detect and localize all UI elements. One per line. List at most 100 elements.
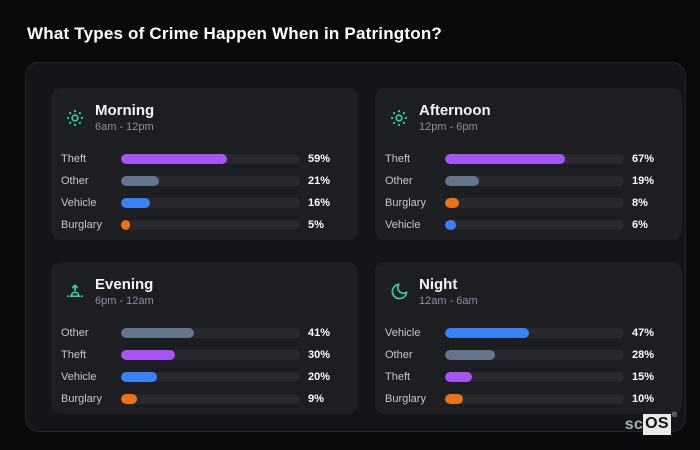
card-titles: Afternoon 12pm - 6pm bbox=[419, 102, 491, 133]
bar-fill bbox=[121, 372, 157, 383]
bar-fill bbox=[121, 198, 150, 209]
bar-list: Theft 59% Other 21% Vehicle 16% Burglary… bbox=[61, 148, 348, 236]
brand-suffix: OS bbox=[643, 414, 671, 435]
bar-label: Other bbox=[61, 327, 89, 340]
bar-fill bbox=[121, 154, 227, 165]
bar-track bbox=[445, 176, 624, 187]
bar-row: Vehicle 47% bbox=[385, 322, 672, 344]
bar-track bbox=[445, 328, 624, 339]
brand-logo: sc OS ® bbox=[624, 412, 677, 435]
bar-fill bbox=[445, 198, 460, 209]
bar-value: 10% bbox=[632, 393, 655, 406]
bar-value: 9% bbox=[308, 393, 324, 406]
bar-fill bbox=[121, 328, 195, 339]
bar-fill bbox=[121, 350, 175, 361]
bar-value: 28% bbox=[632, 349, 655, 362]
bar-track bbox=[121, 372, 300, 383]
bar-track bbox=[121, 350, 300, 361]
bar-track bbox=[445, 154, 624, 165]
bar-row: Other 19% bbox=[385, 170, 672, 192]
card-afternoon: Afternoon 12pm - 6pm Theft 67% Other 19%… bbox=[375, 88, 682, 240]
bar-fill bbox=[445, 350, 496, 361]
bar-label: Vehicle bbox=[385, 327, 421, 340]
bar-row: Vehicle 20% bbox=[61, 366, 348, 388]
card-time-range: 6am - 12pm bbox=[95, 121, 154, 134]
moon-icon bbox=[387, 280, 411, 304]
card-time-range: 6pm - 12am bbox=[95, 295, 154, 308]
bar-track bbox=[445, 198, 624, 209]
bar-label: Theft bbox=[385, 153, 411, 166]
bar-value: 19% bbox=[632, 175, 655, 188]
bar-value: 30% bbox=[308, 349, 331, 362]
bar-label: Theft bbox=[61, 349, 87, 362]
sun-icon bbox=[63, 106, 87, 130]
card-night: Night 12am - 6am Vehicle 47% Other 28% T… bbox=[375, 262, 682, 414]
bar-label: Burglary bbox=[61, 393, 102, 406]
bar-label: Vehicle bbox=[61, 197, 97, 210]
bar-row: Burglary 8% bbox=[385, 192, 672, 214]
bar-row: Burglary 10% bbox=[385, 388, 672, 410]
bar-label: Theft bbox=[385, 371, 411, 384]
bar-row: Theft 15% bbox=[385, 366, 672, 388]
bar-label: Other bbox=[385, 175, 413, 188]
bar-fill bbox=[445, 394, 463, 405]
card-titles: Evening 6pm - 12am bbox=[95, 276, 154, 307]
bar-label: Vehicle bbox=[61, 371, 97, 384]
card-header: Afternoon 12pm - 6pm bbox=[387, 102, 672, 133]
bar-value: 6% bbox=[632, 219, 648, 232]
bar-row: Vehicle 6% bbox=[385, 214, 672, 236]
card-time-range: 12pm - 6pm bbox=[419, 121, 478, 134]
crime-times-panel: Morning 6am - 12pm Theft 59% Other 21% V… bbox=[25, 62, 686, 432]
bar-fill bbox=[445, 372, 472, 383]
bar-row: Burglary 5% bbox=[61, 214, 348, 236]
brand-prefix: sc bbox=[624, 415, 644, 433]
sun-icon bbox=[387, 106, 411, 130]
card-evening: Evening 6pm - 12am Other 41% Theft 30% V… bbox=[51, 262, 358, 414]
bar-track bbox=[121, 198, 300, 209]
bar-label: Burglary bbox=[61, 219, 102, 232]
bar-label: Other bbox=[385, 349, 413, 362]
bar-track bbox=[121, 220, 300, 231]
page-title: What Types of Crime Happen When in Patri… bbox=[27, 24, 443, 43]
bar-track bbox=[121, 154, 300, 165]
card-title: Night bbox=[419, 276, 458, 293]
bar-track bbox=[445, 372, 624, 383]
bar-row: Other 28% bbox=[385, 344, 672, 366]
bar-list: Vehicle 47% Other 28% Theft 15% Burglary… bbox=[385, 322, 672, 410]
card-header: Night 12am - 6am bbox=[387, 276, 672, 307]
bar-label: Theft bbox=[61, 153, 87, 166]
bar-label: Vehicle bbox=[385, 219, 421, 232]
card-titles: Night 12am - 6am bbox=[419, 276, 478, 307]
bar-row: Theft 59% bbox=[61, 148, 348, 170]
sunrise-icon bbox=[63, 280, 87, 304]
bar-value: 8% bbox=[632, 197, 648, 210]
bar-label: Other bbox=[61, 175, 89, 188]
bar-value: 67% bbox=[632, 153, 655, 166]
card-time-range: 12am - 6am bbox=[419, 295, 478, 308]
card-title: Morning bbox=[95, 102, 155, 119]
bar-row: Theft 30% bbox=[61, 344, 348, 366]
bar-value: 16% bbox=[308, 197, 331, 210]
bar-value: 41% bbox=[308, 327, 331, 340]
bar-value: 59% bbox=[308, 153, 331, 166]
bar-fill bbox=[445, 154, 565, 165]
card-title: Evening bbox=[95, 276, 154, 293]
bar-row: Burglary 9% bbox=[61, 388, 348, 410]
card-title: Afternoon bbox=[419, 102, 491, 119]
bar-value: 47% bbox=[632, 327, 655, 340]
bar-fill bbox=[121, 394, 138, 405]
card-header: Morning 6am - 12pm bbox=[63, 102, 348, 133]
registered-mark: ® bbox=[671, 412, 677, 419]
bar-value: 20% bbox=[308, 371, 331, 384]
bar-row: Other 21% bbox=[61, 170, 348, 192]
bar-list: Other 41% Theft 30% Vehicle 20% Burglary… bbox=[61, 322, 348, 410]
bar-row: Vehicle 16% bbox=[61, 192, 348, 214]
bar-fill bbox=[121, 220, 130, 231]
bar-row: Other 41% bbox=[61, 322, 348, 344]
bar-track bbox=[445, 350, 624, 361]
bar-row: Theft 67% bbox=[385, 148, 672, 170]
bar-fill bbox=[445, 176, 479, 187]
bar-label: Burglary bbox=[385, 197, 426, 210]
bar-track bbox=[121, 328, 300, 339]
